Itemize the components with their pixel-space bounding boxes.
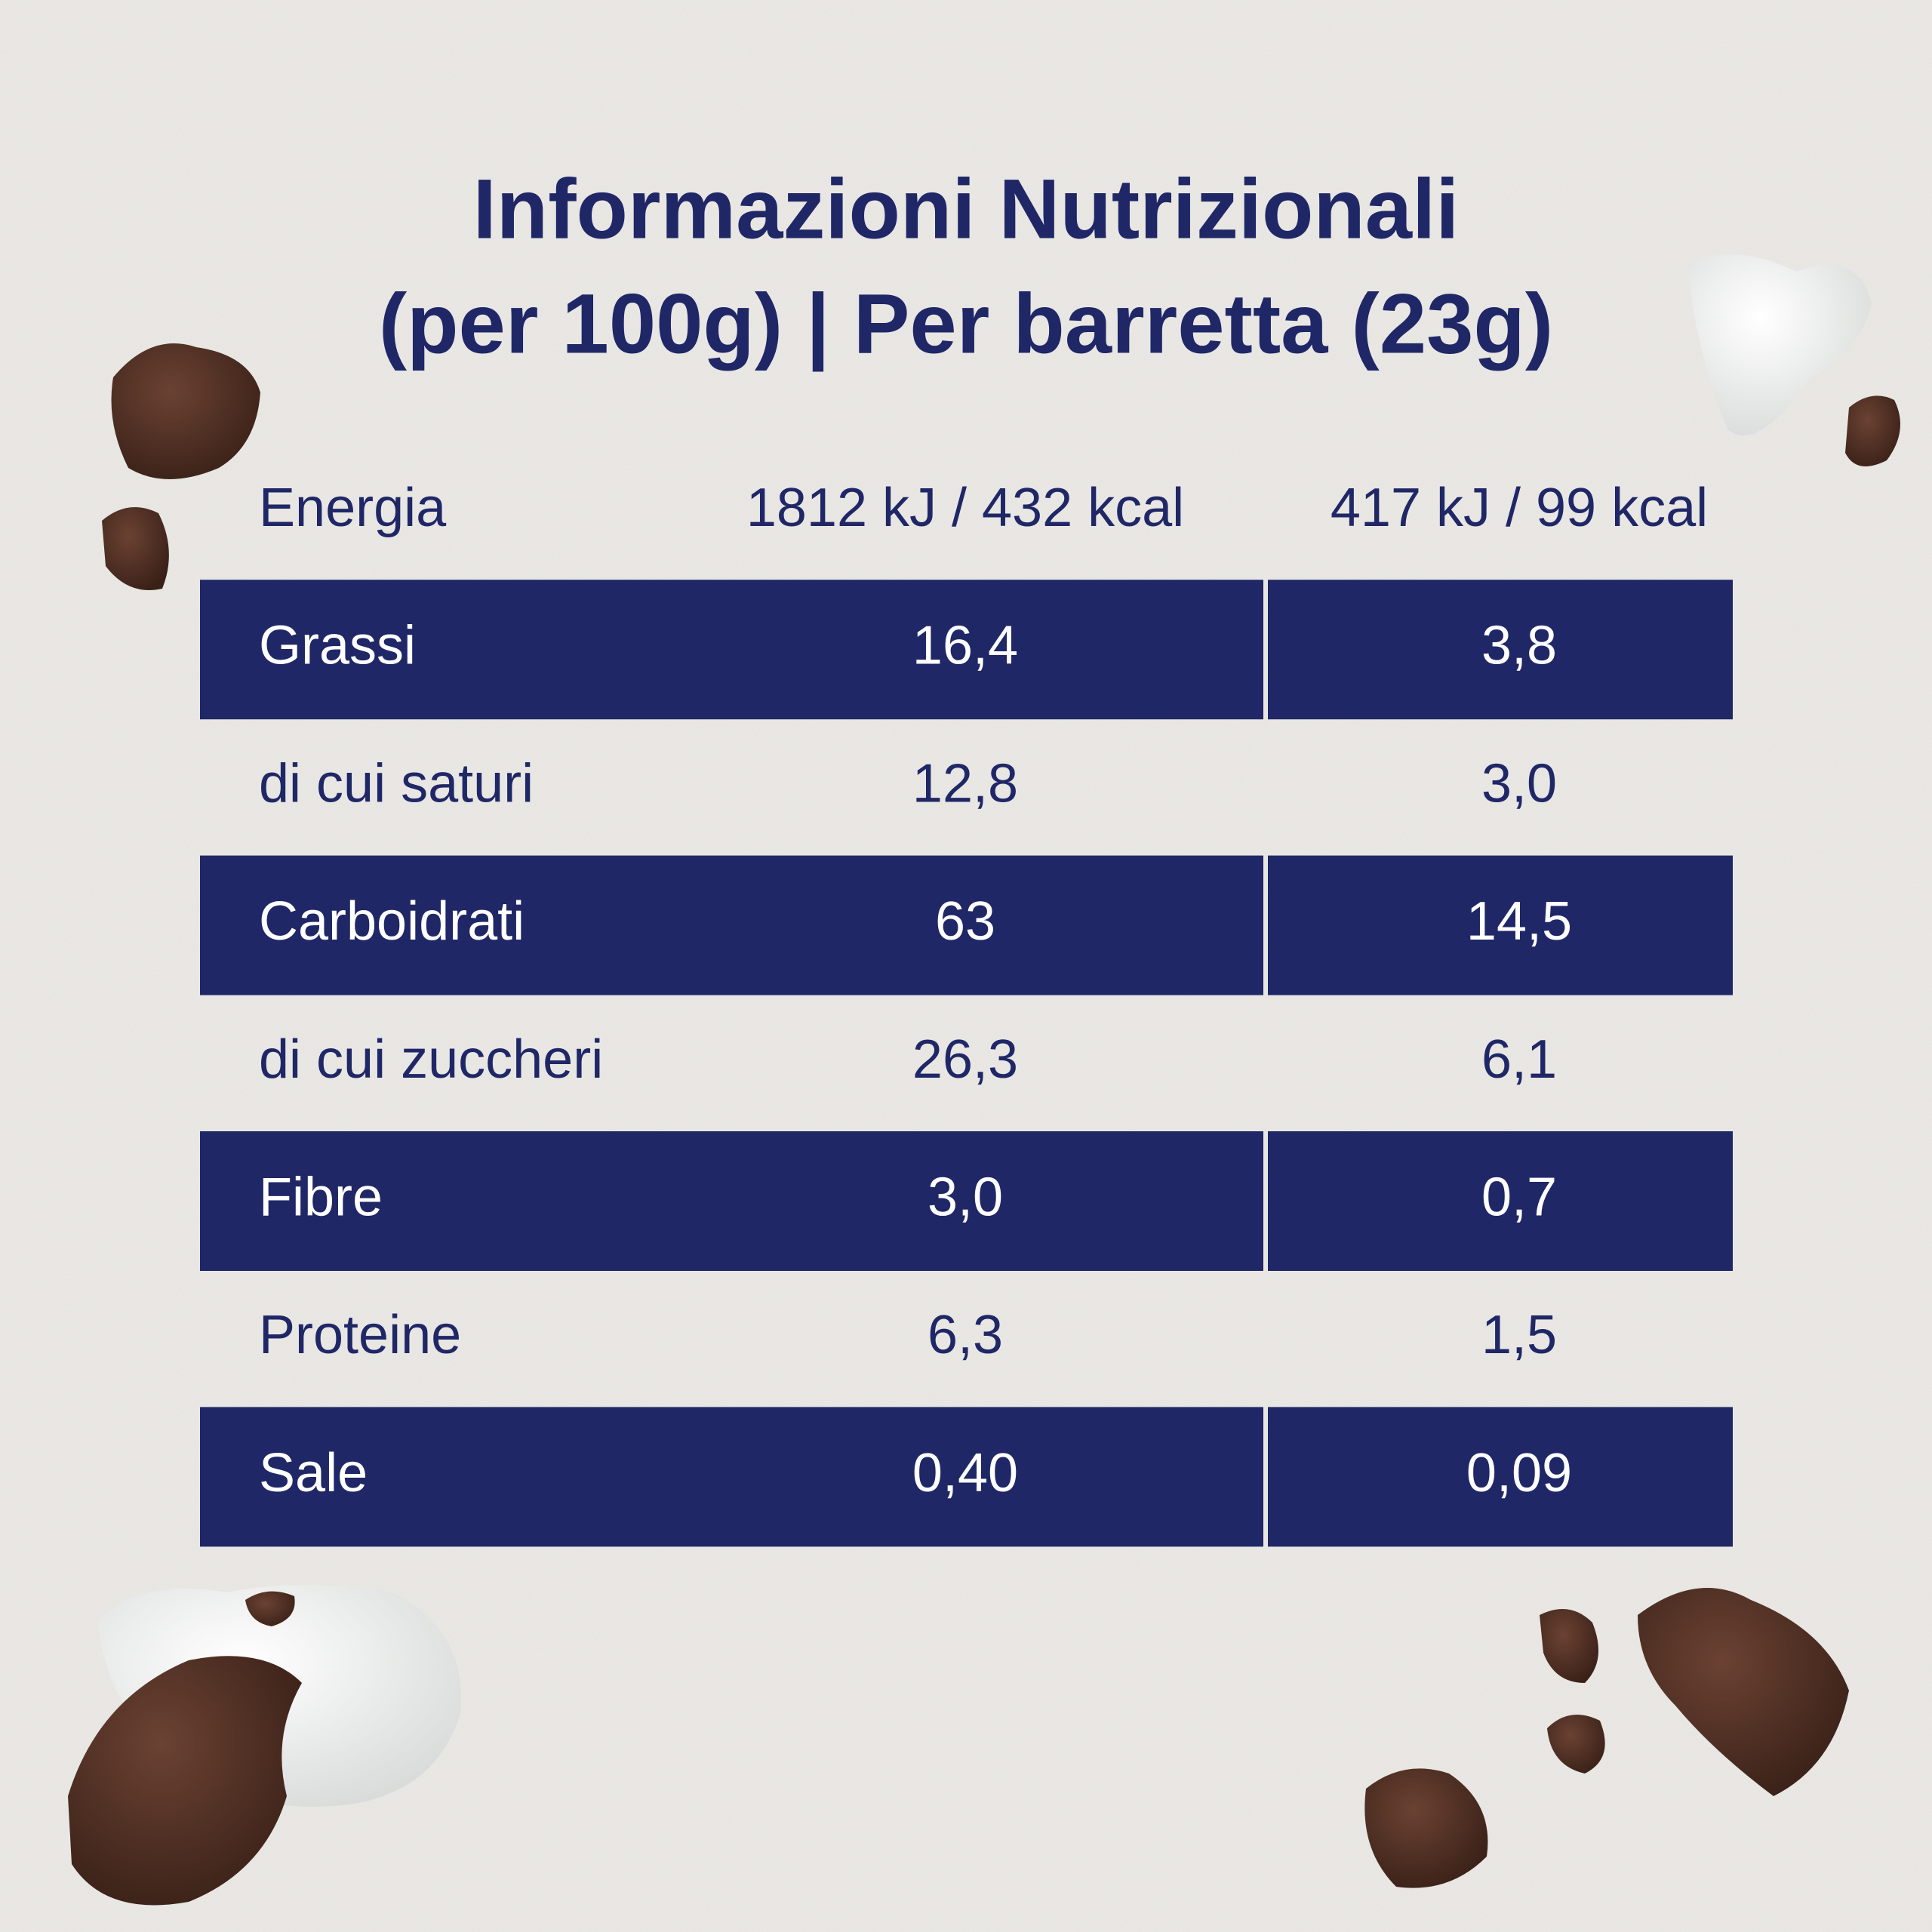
row-label: Proteine (259, 1305, 461, 1365)
row-label: Grassi (259, 616, 416, 676)
row-band (1268, 580, 1733, 720)
row-band (1268, 1407, 1733, 1547)
row-value: 1812 kJ / 432 kcal (746, 478, 1184, 538)
row-value: 1,5 (1481, 1305, 1557, 1365)
row-value: 0,7 (1481, 1168, 1557, 1228)
row-value: 0,09 (1466, 1443, 1572, 1503)
title-line: Informazioni Nutrizionali (473, 162, 1460, 257)
row-value: 417 kJ / 99 kcal (1331, 478, 1708, 538)
row-label: di cui zuccheri (259, 1029, 603, 1090)
row-value: 0,40 (912, 1443, 1018, 1503)
nutrition-table: Energia 1812 kJ / 432 kcal 417 kJ / 99 kca… (200, 478, 1733, 1547)
row-value: 16,4 (912, 616, 1018, 676)
row-band (200, 855, 1263, 995)
title-line: (per 100g) | Per barretta (23g) (379, 277, 1553, 372)
row-value: 12,8 (912, 753, 1018, 814)
row-label: Sale (259, 1443, 368, 1503)
row-value: 63 (935, 891, 995, 952)
row-value: 6,3 (928, 1305, 1003, 1365)
row-value: 3,8 (1481, 616, 1557, 676)
row-band (1268, 1131, 1733, 1271)
row-label: Carboidrati (259, 891, 525, 952)
row-value: 26,3 (912, 1029, 1018, 1090)
row-label: Fibre (259, 1168, 383, 1228)
row-value: 3,0 (1481, 753, 1557, 814)
row-band (200, 1407, 1263, 1547)
row-label: di cui saturi (259, 753, 534, 814)
row-value: 6,1 (1481, 1029, 1557, 1090)
decoration (68, 254, 1900, 1906)
row-value: 14,5 (1466, 891, 1572, 952)
row-band (200, 580, 1263, 720)
row-band (200, 1131, 1263, 1271)
row-band (1268, 855, 1733, 995)
row-value: 3,0 (928, 1168, 1003, 1228)
row-label: Energia (259, 478, 447, 538)
